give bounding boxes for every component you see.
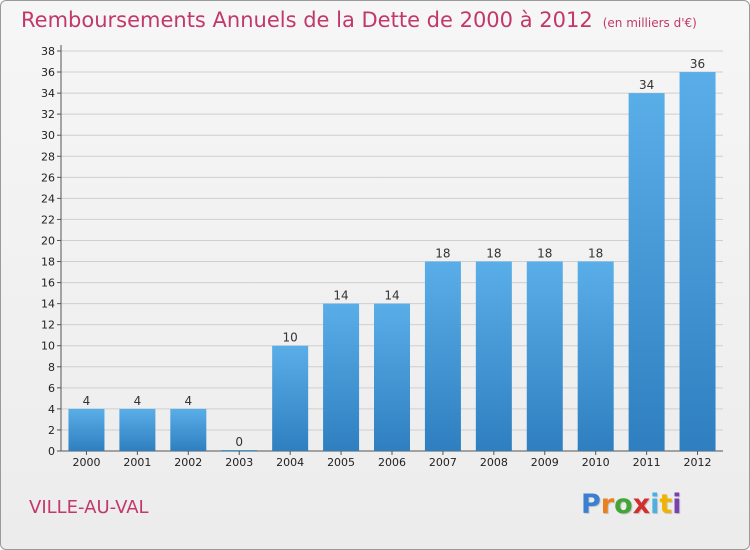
bar-2000 — [68, 408, 105, 451]
y-tick-label: 38 — [41, 45, 55, 58]
y-tick-label: 12 — [41, 319, 55, 332]
logo-letter: o — [614, 489, 633, 520]
data-label-2005: 14 — [333, 289, 348, 303]
y-tick-label: 22 — [41, 213, 55, 226]
x-tick-label-2008: 2008 — [480, 456, 508, 469]
bar-2004 — [272, 345, 309, 451]
bar-2007 — [424, 261, 461, 451]
data-label-2011: 34 — [639, 78, 654, 92]
x-tick-label-2012: 2012 — [684, 456, 712, 469]
y-tick-label: 34 — [41, 87, 55, 100]
chart-title: Remboursements Annuels de la Dette de 20… — [21, 8, 697, 32]
data-labels: 4 4 4 0 10 14 14 18 18 18 18 34 36 — [83, 57, 706, 449]
y-tick-label: 2 — [48, 424, 55, 437]
proxiti-logo: Proxiti — [581, 489, 682, 520]
y-tick-label: 20 — [41, 234, 55, 247]
logo-letter: i — [672, 489, 682, 520]
x-tick-labels: 2000 2001 2002 2003 2004 2005 2006 2007 2008 2009… — [72, 451, 712, 469]
y-tick-label: 10 — [41, 340, 55, 353]
y-tick-label: 14 — [41, 298, 55, 311]
x-tick-label-2000: 2000 — [72, 456, 100, 469]
x-tick-label-2011: 2011 — [633, 456, 661, 469]
data-label-2008: 18 — [486, 247, 501, 261]
y-tick-label: 18 — [41, 256, 55, 269]
x-tick-label-2009: 2009 — [531, 456, 559, 469]
y-tick-label: 0 — [48, 445, 55, 458]
x-tick-label-2006: 2006 — [378, 456, 406, 469]
y-tick-label: 26 — [41, 171, 55, 184]
y-tick-label: 24 — [41, 192, 55, 205]
data-label-2003: 0 — [235, 435, 243, 449]
data-label-2002: 4 — [184, 394, 192, 408]
x-tick-label-2002: 2002 — [174, 456, 202, 469]
data-label-2010: 18 — [588, 247, 603, 261]
y-tick-label: 32 — [41, 108, 55, 121]
bar-2001 — [119, 408, 156, 451]
y-tick-label: 8 — [48, 361, 55, 374]
data-label-2006: 14 — [384, 289, 399, 303]
x-tick-label-2004: 2004 — [276, 456, 304, 469]
x-tick-label-2007: 2007 — [429, 456, 457, 469]
y-tick-label: 6 — [48, 382, 55, 395]
bar-2008 — [475, 261, 512, 451]
logo-letter: i — [650, 489, 660, 520]
bar-2009 — [526, 261, 563, 451]
x-tick-label-2005: 2005 — [327, 456, 355, 469]
logo-letter: x — [632, 489, 651, 520]
chart-title-unit: (en milliers d'€) — [602, 16, 697, 30]
x-tick-label-2010: 2010 — [582, 456, 610, 469]
y-tick-label: 30 — [41, 129, 55, 142]
logo-letter: P — [581, 489, 601, 520]
bar-2003 — [221, 450, 258, 451]
bars — [68, 72, 716, 452]
bar-2011 — [628, 93, 665, 452]
logo-letter: r — [600, 489, 615, 520]
logo-letter: t — [659, 489, 673, 520]
bar-2010 — [577, 261, 614, 451]
y-tick-label: 4 — [48, 403, 55, 416]
bar-2002 — [170, 408, 207, 451]
x-tick-label-2001: 2001 — [123, 456, 151, 469]
y-tick-label: 16 — [41, 277, 55, 290]
city-name: VILLE-AU-VAL — [29, 497, 149, 518]
data-label-2004: 10 — [283, 331, 298, 345]
bar-2006 — [374, 303, 410, 451]
data-label-2012: 36 — [690, 57, 705, 71]
data-label-2009: 18 — [537, 247, 552, 261]
y-tick-label: 36 — [41, 66, 55, 79]
chart-title-text: Remboursements Annuels de la Dette de 20… — [21, 8, 593, 32]
data-label-2000: 4 — [83, 394, 91, 408]
data-label-2007: 18 — [435, 247, 450, 261]
bar-2005 — [323, 303, 360, 451]
bar-2012 — [679, 72, 716, 451]
x-tick-label-2003: 2003 — [225, 456, 253, 469]
data-label-2001: 4 — [134, 394, 142, 408]
y-tick-label: 28 — [41, 150, 55, 163]
